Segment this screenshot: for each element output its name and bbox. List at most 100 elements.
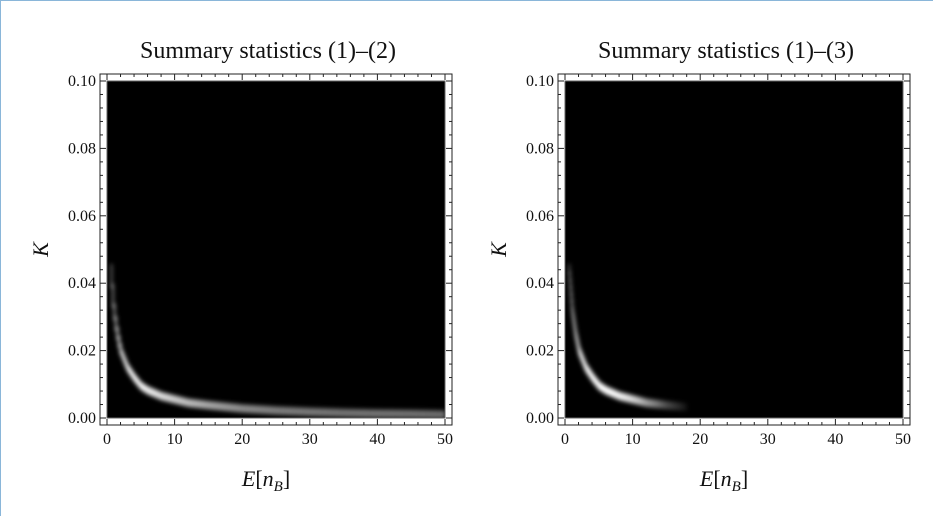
y-tick-label: 0.04 xyxy=(68,275,96,292)
density-cell xyxy=(151,388,154,397)
density-cell xyxy=(257,405,261,414)
density-cell xyxy=(402,409,405,418)
density-cell xyxy=(286,407,289,416)
density-cell xyxy=(408,409,411,418)
density-cell xyxy=(152,388,156,398)
density-cell xyxy=(428,410,431,418)
density-cell xyxy=(216,402,219,411)
density-cell xyxy=(259,405,262,414)
density-cell xyxy=(163,392,166,401)
density-cell xyxy=(571,298,573,311)
density-cell xyxy=(396,409,399,418)
x-label-sub: B xyxy=(274,479,283,495)
density-cell xyxy=(320,408,323,417)
density-cell xyxy=(279,406,282,415)
density-cell xyxy=(130,368,133,377)
chart-left-svg: Summary statistics (1)–(2) 0 10 20 30 40 50 0.0… xyxy=(28,38,453,495)
density-cell xyxy=(168,394,171,403)
density-cell xyxy=(423,410,426,418)
density-cell xyxy=(180,397,183,406)
density-cell xyxy=(274,406,277,415)
y-tick-label: 0.08 xyxy=(526,140,554,157)
density-cell xyxy=(378,409,381,418)
density-cell xyxy=(368,409,372,418)
density-cell xyxy=(414,409,417,418)
density-cell xyxy=(344,408,347,418)
density-cell xyxy=(142,383,145,392)
density-cell xyxy=(242,404,245,413)
density-cell xyxy=(264,405,267,414)
density-cell xyxy=(568,270,571,283)
density-cell xyxy=(213,401,216,410)
density-cell xyxy=(410,409,413,418)
density-cell xyxy=(204,400,207,409)
density-cell xyxy=(238,404,241,413)
density-cell xyxy=(308,407,311,416)
density-cell xyxy=(131,371,134,380)
density-cell xyxy=(323,408,326,417)
density-cell xyxy=(200,400,203,409)
density-cell xyxy=(350,409,353,418)
density-cell xyxy=(340,408,343,417)
density-cell xyxy=(143,384,146,393)
plot-background xyxy=(107,81,445,418)
density-cell xyxy=(114,316,118,332)
density-cell xyxy=(370,409,373,418)
density-cell xyxy=(233,403,236,412)
density-cell xyxy=(110,263,113,289)
density-cell xyxy=(434,410,437,418)
density-cell xyxy=(569,277,572,290)
density-cell xyxy=(324,408,327,417)
density-cell xyxy=(373,409,376,418)
density-cell xyxy=(245,404,248,413)
density-cell xyxy=(365,409,369,418)
density-cell xyxy=(160,392,163,401)
density-cell xyxy=(111,283,115,309)
density-cell xyxy=(119,343,122,355)
chart-right-svg: Summary statistics (1)–(3) 0 10 20 30 40 50 0.0… xyxy=(486,38,911,495)
density-cell xyxy=(399,409,402,418)
density-cell xyxy=(300,407,303,416)
x-tick-label: 10 xyxy=(167,431,183,448)
tick-marks xyxy=(100,74,452,425)
density-cell xyxy=(122,353,125,362)
x-label-sub: B xyxy=(732,479,741,495)
density-cell xyxy=(172,395,175,404)
density-cell xyxy=(327,408,331,417)
density-cell xyxy=(309,407,312,416)
density-cell xyxy=(361,409,364,418)
density-cell xyxy=(356,409,359,418)
density-cell xyxy=(335,408,338,417)
density-cell xyxy=(403,409,407,418)
density-cell xyxy=(371,409,375,418)
density-cell xyxy=(411,409,414,418)
density-cell xyxy=(236,404,239,413)
density-cell xyxy=(376,409,379,418)
density-cell xyxy=(416,410,419,418)
density-cell xyxy=(305,407,308,416)
density-cell xyxy=(349,409,352,418)
density-cell xyxy=(113,303,116,321)
density-cell xyxy=(149,387,153,396)
density-cell xyxy=(406,409,410,418)
density-cell xyxy=(437,410,440,418)
density-cell xyxy=(419,410,422,418)
density-cell xyxy=(400,409,404,418)
x-tick-label: 30 xyxy=(760,431,776,448)
density-cell xyxy=(315,408,318,417)
density-cell xyxy=(117,335,121,348)
density-cell xyxy=(568,263,571,276)
y-axis-label: K xyxy=(28,241,53,258)
density-cell xyxy=(330,408,334,417)
density-cell xyxy=(229,403,232,412)
density-cell xyxy=(267,406,270,415)
density-layer xyxy=(568,263,684,411)
density-cell xyxy=(184,398,188,407)
density-cell xyxy=(239,404,242,413)
density-cell xyxy=(569,284,572,297)
density-cell xyxy=(295,407,299,416)
density-cell xyxy=(156,390,159,399)
density-cell xyxy=(353,409,356,418)
density-cell xyxy=(145,385,148,394)
density-cell xyxy=(187,398,191,407)
